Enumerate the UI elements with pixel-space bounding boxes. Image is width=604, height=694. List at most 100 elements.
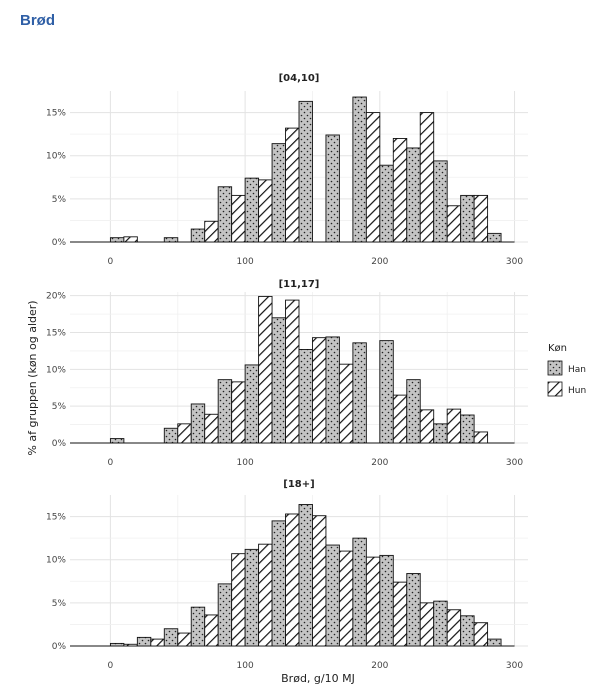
bar-han [163, 628, 179, 647]
bar-han [244, 177, 260, 243]
y-tick-label: 15% [46, 109, 66, 119]
bar-hun [123, 643, 138, 647]
bar-hun [392, 394, 408, 444]
bar-hun [446, 609, 462, 647]
bar-hun [473, 194, 489, 243]
bar-han [190, 228, 206, 243]
bar-han [163, 237, 179, 243]
bar-han [217, 186, 233, 243]
bar-hun [258, 543, 273, 647]
bar-han [190, 403, 206, 444]
x-tick-label: 100 [237, 257, 254, 267]
bar-hun [231, 553, 246, 647]
bar-hun [204, 413, 219, 444]
bar-han [379, 340, 394, 444]
bar-han [379, 554, 394, 647]
panel-title: [11,17] [279, 279, 320, 290]
bar-han [352, 96, 367, 243]
y-tick-label: 0% [52, 642, 67, 652]
bar-han [352, 537, 367, 647]
x-axis-label: Brød, g/10 MJ [281, 672, 355, 685]
bar-han [298, 504, 313, 647]
bar-han [271, 317, 286, 444]
bar-han [163, 427, 179, 444]
panel-0: [04,10] 0% 5% 10% 15% 0 100 200 300 [46, 73, 528, 267]
y-tick-label: 5% [52, 402, 67, 412]
bar-hun [258, 295, 273, 444]
bar-hun [473, 431, 489, 444]
bar-han [190, 606, 206, 647]
bar-han [379, 164, 394, 243]
bar-han [433, 160, 448, 243]
x-tick-label: 100 [237, 458, 254, 468]
legend: Køn Han Hun [547, 343, 586, 397]
bar-hun [419, 409, 435, 444]
bar-hun [285, 127, 300, 243]
x-tick-label: 300 [506, 257, 523, 267]
y-tick-label: 10% [46, 365, 66, 375]
y-tick-label: 0% [52, 238, 67, 248]
panel-1: [11,17] 0% 5% 10% 15% 20% 0 100 200 300 [46, 279, 528, 468]
bar-han [271, 520, 286, 647]
bar-hun [150, 638, 165, 647]
bar-hun [338, 550, 354, 647]
bar-han [460, 615, 475, 647]
bar-hun [231, 194, 246, 243]
x-tick-label: 300 [506, 458, 523, 468]
x-tick-label: 100 [237, 661, 254, 671]
y-tick-label: 10% [46, 556, 66, 566]
bar-hun [285, 513, 300, 647]
panel-2: [18+] 0% 5% 10% 15% 0 100 200 300 [46, 479, 528, 671]
bar-han [406, 147, 421, 243]
x-tick-label: 0 [108, 257, 114, 267]
bar-hun [231, 381, 246, 444]
legend-swatch-hun [547, 381, 563, 397]
legend-label-han: Han [568, 365, 586, 375]
bar-hun [392, 581, 408, 647]
bar-han [325, 134, 340, 243]
bar-hun [312, 515, 327, 647]
bar-han [109, 237, 125, 243]
legend-title: Køn [548, 343, 567, 354]
bar-han [244, 364, 260, 444]
bar-han [352, 342, 367, 444]
bar-hun [446, 408, 462, 444]
bar-hun [365, 112, 381, 243]
y-axis-label: % af gruppen (køn og alder) [26, 300, 39, 455]
y-tick-label: 0% [52, 439, 67, 449]
page-title: Brød [20, 12, 55, 29]
bar-han [325, 544, 340, 647]
bar-han [460, 414, 475, 444]
bar-han [244, 548, 260, 647]
bar-han [406, 379, 421, 444]
legend-label-hun: Hun [568, 386, 586, 396]
bar-hun [177, 632, 192, 647]
y-tick-label: 5% [52, 599, 67, 609]
bar-hun [392, 138, 408, 243]
y-tick-label: 20% [46, 292, 66, 302]
x-tick-label: 0 [108, 458, 114, 468]
bar-han [433, 423, 448, 444]
y-tick-label: 15% [46, 329, 66, 339]
y-tick-label: 5% [52, 195, 67, 205]
bar-hun [177, 423, 192, 444]
bar-hun [473, 622, 489, 647]
bar-han [487, 232, 502, 243]
bar-han [109, 438, 125, 444]
bar-han [298, 100, 313, 243]
bar-han [217, 379, 233, 444]
bar-hun [419, 602, 435, 647]
bar-hun [419, 112, 435, 243]
x-tick-label: 200 [371, 257, 388, 267]
bar-han [460, 194, 475, 243]
bar-hun [258, 179, 273, 243]
bar-han [406, 573, 421, 647]
bar-han [487, 638, 502, 647]
bar-hun [204, 220, 219, 243]
bar-han [217, 583, 233, 647]
bar-han [136, 636, 152, 647]
bar-hun [204, 614, 219, 647]
x-tick-label: 0 [108, 661, 114, 671]
y-tick-label: 15% [46, 513, 66, 523]
